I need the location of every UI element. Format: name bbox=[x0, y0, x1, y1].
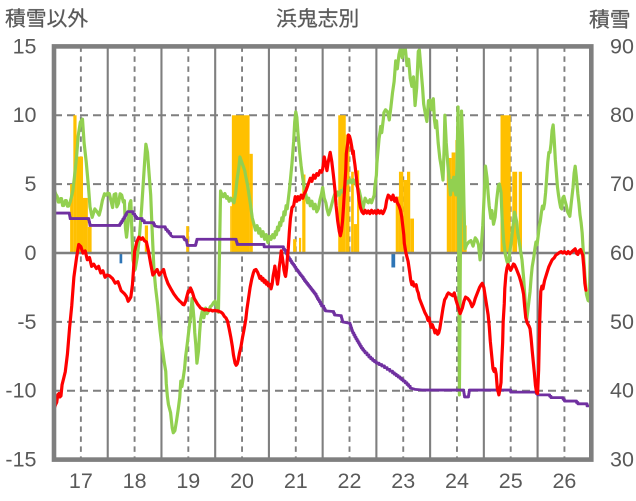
svg-text:80: 80 bbox=[610, 103, 634, 127]
svg-text:-5: -5 bbox=[17, 310, 36, 334]
svg-text:15: 15 bbox=[13, 34, 37, 58]
svg-text:26: 26 bbox=[552, 469, 576, 493]
svg-text:21: 21 bbox=[284, 469, 308, 493]
svg-text:30: 30 bbox=[610, 448, 634, 472]
svg-text:24: 24 bbox=[445, 469, 469, 493]
svg-text:-15: -15 bbox=[5, 448, 36, 472]
svg-text:40: 40 bbox=[610, 379, 634, 403]
svg-text:90: 90 bbox=[610, 34, 634, 58]
svg-text:50: 50 bbox=[610, 310, 634, 334]
svg-text:22: 22 bbox=[338, 469, 362, 493]
svg-text:5: 5 bbox=[25, 172, 37, 196]
svg-text:18: 18 bbox=[123, 469, 147, 493]
svg-text:25: 25 bbox=[499, 469, 523, 493]
svg-text:-10: -10 bbox=[5, 379, 36, 403]
svg-text:0: 0 bbox=[25, 241, 37, 265]
svg-text:17: 17 bbox=[69, 469, 93, 493]
svg-text:70: 70 bbox=[610, 172, 634, 196]
svg-text:10: 10 bbox=[13, 103, 37, 127]
svg-text:20: 20 bbox=[230, 469, 254, 493]
svg-text:60: 60 bbox=[610, 241, 634, 265]
svg-text:19: 19 bbox=[176, 469, 200, 493]
svg-text:23: 23 bbox=[391, 469, 415, 493]
